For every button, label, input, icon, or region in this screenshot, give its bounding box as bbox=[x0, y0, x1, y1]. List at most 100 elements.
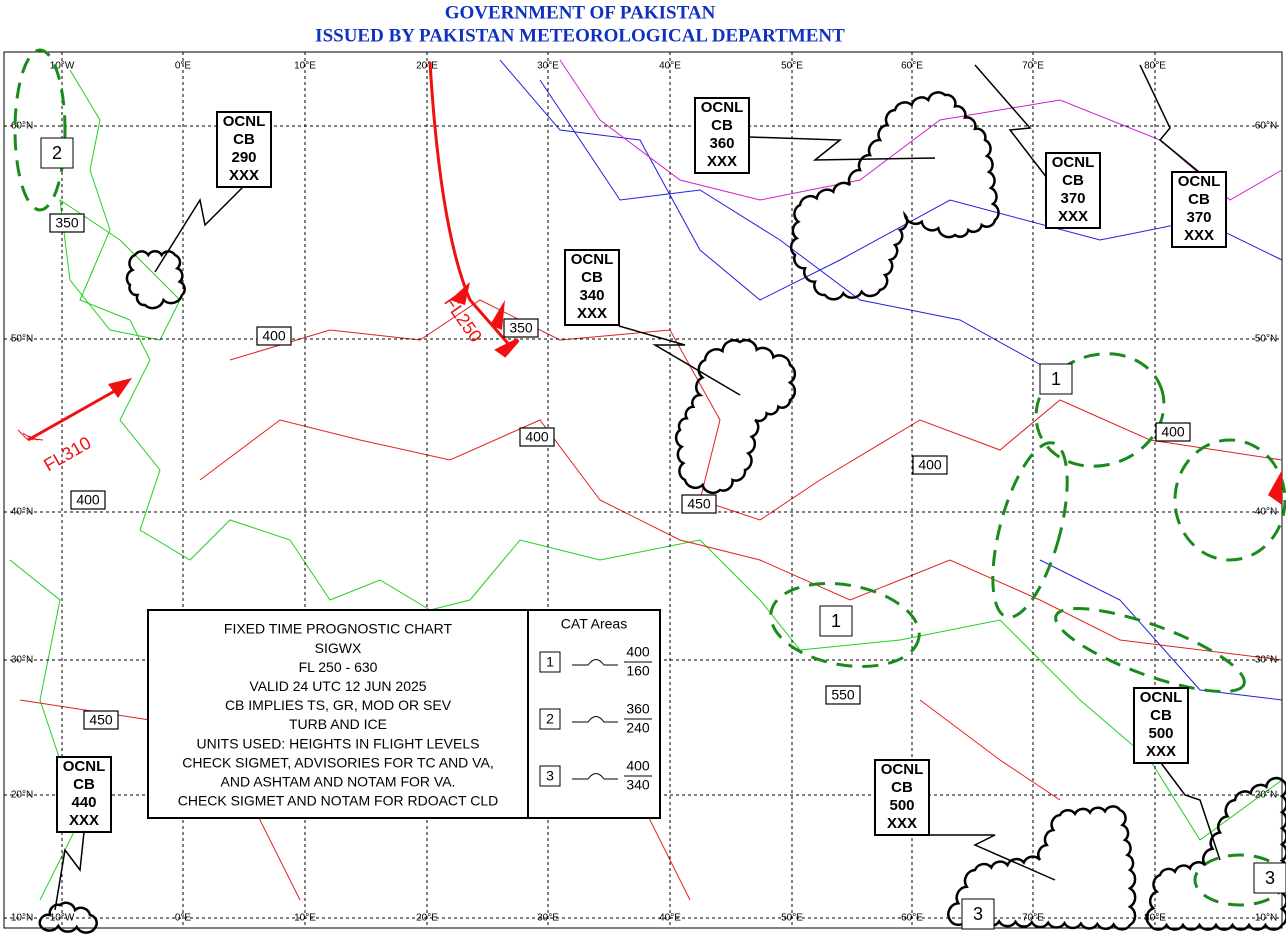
cb-box bbox=[874, 759, 930, 836]
cb-coverage: OCNL bbox=[1140, 689, 1183, 706]
lat-label: 30°N bbox=[11, 655, 33, 666]
level-label: 400 bbox=[525, 429, 549, 445]
cat-symbol bbox=[572, 716, 618, 723]
area-number: 1 bbox=[831, 611, 841, 631]
level-box bbox=[256, 326, 292, 346]
cb-pointer bbox=[618, 325, 741, 396]
cb-pointer bbox=[54, 831, 85, 911]
cat-symbol bbox=[572, 659, 618, 666]
lat-label: 20°N bbox=[11, 790, 33, 801]
cb-base: XXX bbox=[1058, 208, 1088, 225]
level-box bbox=[825, 685, 861, 705]
cb-type: CB bbox=[1150, 707, 1172, 724]
area-number-box bbox=[1253, 862, 1286, 894]
cb-cloud bbox=[125, 250, 186, 310]
jet-arrowhead bbox=[1268, 470, 1282, 505]
level-label: 400 bbox=[76, 492, 100, 508]
lat-label: 50°N bbox=[11, 334, 33, 345]
jet-arrowhead bbox=[494, 338, 520, 358]
cb-coverage: OCNL bbox=[1052, 154, 1095, 171]
lat-label: 20°N bbox=[1255, 790, 1277, 801]
cb-pointer bbox=[1160, 762, 1221, 861]
lat-label: 60°N bbox=[11, 121, 33, 132]
level-label: 450 bbox=[687, 496, 711, 512]
cb-cloud bbox=[947, 805, 1137, 931]
jet-arrowhead bbox=[450, 282, 470, 305]
lon-label: 80°E bbox=[1144, 61, 1166, 72]
cb-coverage: OCNL bbox=[1178, 173, 1221, 190]
cb-type: CB bbox=[73, 776, 95, 793]
cb-cloud bbox=[1145, 776, 1286, 931]
cat-base: 240 bbox=[626, 720, 650, 736]
cat-symbol bbox=[572, 773, 618, 780]
legend-line: FIXED TIME PROGNOSTIC CHART bbox=[224, 621, 453, 637]
cat-id: 2 bbox=[546, 711, 554, 727]
level-box bbox=[912, 455, 948, 475]
lon-label: 30°E bbox=[537, 913, 559, 924]
cat-id: 3 bbox=[546, 768, 554, 784]
river bbox=[539, 79, 1283, 701]
lat-label: 10°N bbox=[1255, 913, 1277, 924]
level-box bbox=[519, 427, 555, 447]
lon-label: 70°E bbox=[1022, 61, 1044, 72]
cb-base: XXX bbox=[1184, 227, 1214, 244]
cb-pointer bbox=[748, 136, 936, 161]
cb-base: XXX bbox=[229, 167, 259, 184]
level-box bbox=[503, 318, 539, 338]
lon-label: 30°E bbox=[537, 61, 559, 72]
cb-type: CB bbox=[1188, 191, 1210, 208]
graticule: 10°W10°W0°E0°E10°E10°E20°E20°E30°E30°E40… bbox=[4, 52, 1282, 928]
cb-box bbox=[216, 111, 272, 188]
cb-type: CB bbox=[891, 779, 913, 796]
cb-box bbox=[1171, 171, 1227, 248]
cat-area-outline bbox=[991, 441, 1069, 619]
cat-area-outline bbox=[1034, 352, 1166, 468]
cat-top: 400 bbox=[626, 644, 650, 660]
legend-box bbox=[147, 609, 661, 819]
cb-type: CB bbox=[233, 131, 255, 148]
coastline bbox=[9, 559, 81, 901]
cb-top: 360 bbox=[709, 135, 734, 152]
legend-line: FL 250 - 630 bbox=[299, 659, 378, 675]
level-label: 400 bbox=[918, 457, 942, 473]
cb-base: XXX bbox=[69, 812, 99, 829]
level-label: 350 bbox=[509, 320, 533, 336]
lon-label: 40°E bbox=[659, 61, 681, 72]
cb-top: 500 bbox=[889, 797, 914, 814]
cb-top: 340 bbox=[579, 287, 604, 304]
cat-area-outline bbox=[1173, 438, 1286, 562]
lat-label: 60°N bbox=[1255, 121, 1277, 132]
cb-top: 370 bbox=[1186, 209, 1211, 226]
cat-id-box bbox=[539, 708, 561, 730]
geography bbox=[9, 59, 1283, 901]
cat-top: 360 bbox=[626, 701, 650, 717]
cb-top: 500 bbox=[1148, 725, 1173, 742]
cb-box bbox=[1045, 152, 1101, 229]
cb-top: 440 bbox=[71, 794, 96, 811]
cat-base: 160 bbox=[626, 663, 650, 679]
cb-coverage: OCNL bbox=[701, 99, 744, 116]
area-number-box bbox=[1039, 363, 1073, 395]
lon-label: 50°E bbox=[781, 61, 803, 72]
lat-label: 50°N bbox=[1255, 334, 1277, 345]
border bbox=[199, 419, 1283, 661]
cb-coverage: OCNL bbox=[63, 758, 106, 775]
border bbox=[559, 59, 1283, 201]
cb-coverage: OCNL bbox=[223, 113, 266, 130]
cb-top: 370 bbox=[1060, 190, 1085, 207]
cb-cloud bbox=[789, 91, 1000, 301]
legend-line: SIGWX bbox=[315, 640, 362, 656]
cb-box bbox=[564, 249, 620, 326]
header-line: ISSUED BY PAKISTAN METEOROLOGICAL DEPART… bbox=[315, 25, 845, 46]
lat-label: 30°N bbox=[1255, 655, 1277, 666]
cb-box bbox=[694, 97, 750, 174]
legend-line: UNITS USED: HEIGHTS IN FLIGHT LEVELS bbox=[197, 735, 480, 751]
cb-type: CB bbox=[711, 117, 733, 134]
legend: FIXED TIME PROGNOSTIC CHART SIGWX FL 250 -… bbox=[147, 609, 661, 819]
cat-area-outline bbox=[1054, 607, 1246, 693]
cat-base: 340 bbox=[626, 777, 650, 793]
level-box bbox=[681, 494, 717, 514]
area-number: 3 bbox=[1265, 868, 1275, 888]
legend-line: CHECK SIGMET AND NOTAM FOR RDOACT CLD bbox=[178, 793, 498, 809]
